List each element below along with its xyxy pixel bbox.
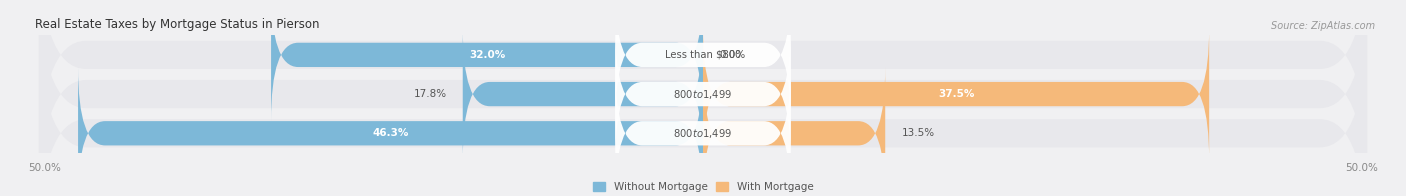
Text: Less than $800: Less than $800 (665, 50, 741, 60)
FancyBboxPatch shape (79, 67, 703, 196)
Text: $800 to $1,499: $800 to $1,499 (673, 88, 733, 101)
Text: 13.5%: 13.5% (901, 128, 935, 138)
Text: $800 to $1,499: $800 to $1,499 (673, 127, 733, 140)
Text: 0.0%: 0.0% (720, 50, 745, 60)
FancyBboxPatch shape (703, 28, 1209, 160)
FancyBboxPatch shape (616, 67, 790, 196)
Text: Source: ZipAtlas.com: Source: ZipAtlas.com (1271, 21, 1375, 31)
FancyBboxPatch shape (39, 10, 1367, 196)
FancyBboxPatch shape (463, 28, 703, 160)
Text: 17.8%: 17.8% (413, 89, 447, 99)
Text: 50.0%: 50.0% (28, 163, 60, 173)
FancyBboxPatch shape (39, 0, 1367, 178)
FancyBboxPatch shape (39, 0, 1367, 196)
FancyBboxPatch shape (703, 67, 886, 196)
FancyBboxPatch shape (616, 0, 790, 121)
Legend: Without Mortgage, With Mortgage: Without Mortgage, With Mortgage (593, 182, 813, 192)
Text: 50.0%: 50.0% (1346, 163, 1378, 173)
Text: 46.3%: 46.3% (373, 128, 409, 138)
Text: 32.0%: 32.0% (470, 50, 505, 60)
Text: Real Estate Taxes by Mortgage Status in Pierson: Real Estate Taxes by Mortgage Status in … (35, 18, 319, 31)
Text: 37.5%: 37.5% (938, 89, 974, 99)
FancyBboxPatch shape (616, 28, 790, 160)
FancyBboxPatch shape (271, 0, 703, 121)
